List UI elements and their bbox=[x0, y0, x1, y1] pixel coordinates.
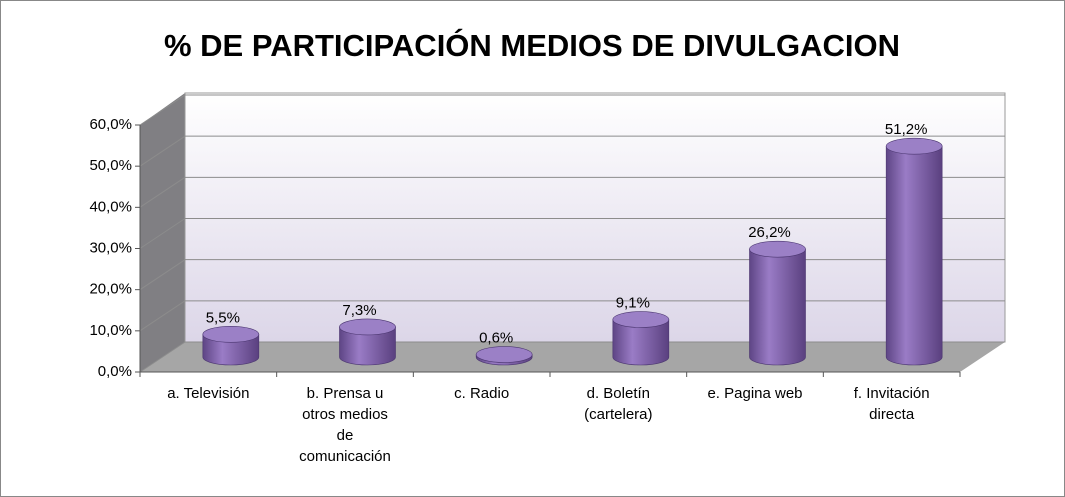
floor bbox=[140, 342, 1005, 372]
bar bbox=[202, 334, 260, 366]
bar bbox=[885, 145, 943, 366]
data-label: 26,2% bbox=[748, 224, 791, 241]
grid-line-side bbox=[139, 300, 186, 332]
grid-line-side bbox=[139, 176, 186, 208]
y-tick-label: 30,0% bbox=[89, 239, 132, 256]
back-wall bbox=[184, 92, 1006, 343]
x-tick-label: b. Prensa u otros medios de comunicación bbox=[299, 385, 391, 465]
x-tick-label: a. Televisión bbox=[167, 385, 249, 402]
grid-line-side bbox=[139, 94, 186, 126]
x-tick-label: f. Invitación directa bbox=[854, 385, 930, 423]
y-tick-label: 50,0% bbox=[89, 157, 132, 174]
bar-top bbox=[202, 326, 260, 343]
grid-line-side bbox=[139, 341, 186, 373]
bar-top bbox=[339, 318, 396, 336]
x-tick-label: d. Boletín (cartelera) bbox=[584, 385, 652, 423]
x-tick-label: c. Radio bbox=[454, 385, 509, 402]
chart-title: % DE PARTICIPACIÓN MEDIOS DE DIVULGACION bbox=[164, 27, 900, 63]
bar-top bbox=[612, 311, 670, 328]
data-label: 0,6% bbox=[479, 329, 513, 346]
y-tick-label: 40,0% bbox=[89, 198, 132, 215]
x-tick-label: e. Pagina web bbox=[707, 385, 802, 402]
bar-top bbox=[749, 240, 806, 258]
data-label: 51,2% bbox=[885, 121, 928, 138]
grid-line-side bbox=[139, 135, 186, 167]
y-tick-label: 10,0% bbox=[89, 322, 132, 339]
bar bbox=[749, 248, 806, 366]
data-label: 9,1% bbox=[616, 295, 650, 312]
data-label: 5,5% bbox=[206, 309, 240, 326]
side-wall bbox=[140, 93, 185, 372]
grid-line-side bbox=[139, 259, 186, 291]
bar-top bbox=[885, 137, 943, 155]
bar bbox=[339, 326, 396, 366]
y-tick-label: 60,0% bbox=[89, 116, 132, 133]
data-label: 7,3% bbox=[342, 302, 376, 319]
grid-line-side bbox=[139, 218, 186, 249]
bar bbox=[612, 319, 670, 366]
y-tick-label: 0,0% bbox=[98, 363, 132, 380]
bar-top bbox=[475, 346, 533, 363]
y-tick-label: 20,0% bbox=[89, 281, 132, 298]
